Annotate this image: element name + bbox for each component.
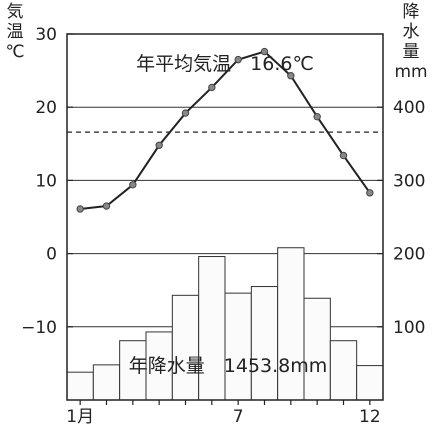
average-temperature-text: 年平均気温 16.6℃ xyxy=(136,53,314,75)
left-tick-label: 30 xyxy=(35,25,57,45)
temperature-axis-label: 気温℃ xyxy=(5,2,24,62)
left-tick-label: 0 xyxy=(46,245,57,265)
left-tick-label: −10 xyxy=(21,318,57,338)
temperature-point xyxy=(313,113,321,121)
precipitation-bar xyxy=(329,340,358,401)
right-tick-label: 100 xyxy=(393,318,425,338)
x-tick-label: 1月 xyxy=(66,407,94,427)
left-tick-label: 20 xyxy=(35,98,57,118)
temperature-point xyxy=(339,151,348,160)
temperature-point xyxy=(102,202,111,210)
temperature-point xyxy=(181,109,190,117)
left-tick-label: 10 xyxy=(35,171,57,191)
precipitation-bar xyxy=(171,294,200,401)
precipitation-bar xyxy=(277,247,305,401)
precipitation-axis-label: 降水量 mm xyxy=(394,2,427,82)
right-tick-label: 300 xyxy=(393,171,425,191)
temperature-point xyxy=(208,83,216,92)
precipitation-bar xyxy=(250,286,279,401)
temperature-point xyxy=(76,205,84,213)
temperature-point xyxy=(260,47,269,56)
right-tick-label: 400 xyxy=(393,98,425,118)
temperature-point xyxy=(155,141,163,149)
temperature-point xyxy=(366,189,374,197)
x-tick-label: 7 xyxy=(233,407,244,427)
temperature-point xyxy=(287,72,295,80)
temperature-point xyxy=(129,181,137,189)
precipitation-bar xyxy=(224,292,252,401)
precipitation-bar xyxy=(303,297,331,401)
precipitation-bar xyxy=(198,256,226,401)
precipitation-bar xyxy=(356,365,384,401)
precipitation-bar xyxy=(92,364,121,401)
plot-frame xyxy=(66,33,384,401)
precipitation-bar xyxy=(119,340,147,401)
temperature-point xyxy=(234,55,242,64)
precipitation-bar xyxy=(66,371,94,401)
x-tick-label: 12 xyxy=(359,407,381,427)
annual-precipitation-text: 年降水量 1453.8mm xyxy=(129,355,328,377)
right-tick-label: 200 xyxy=(393,245,425,265)
temperature-line xyxy=(80,50,371,210)
